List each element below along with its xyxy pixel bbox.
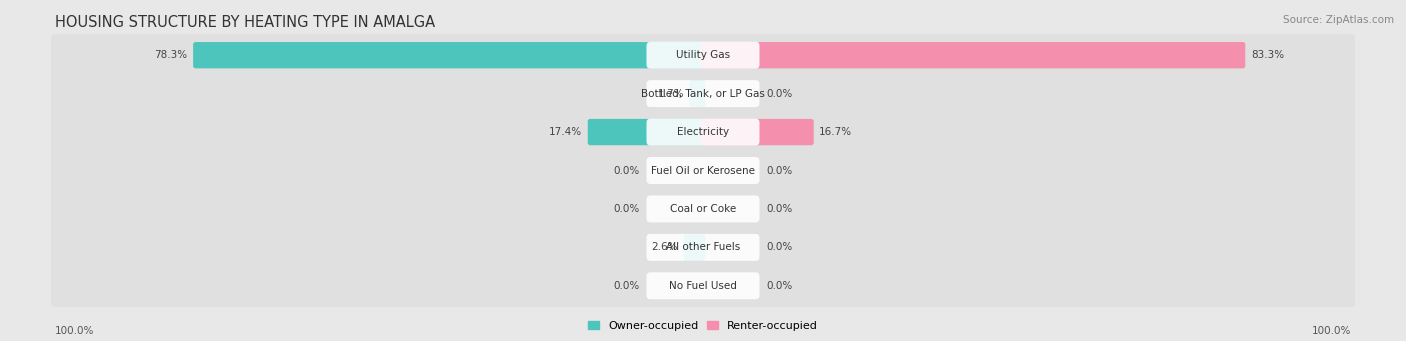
Text: 2.6%: 2.6% (651, 242, 678, 252)
FancyBboxPatch shape (51, 34, 1355, 76)
Text: Source: ZipAtlas.com: Source: ZipAtlas.com (1282, 15, 1393, 25)
FancyBboxPatch shape (51, 265, 1355, 307)
Text: 0.0%: 0.0% (614, 281, 640, 291)
FancyBboxPatch shape (647, 272, 759, 299)
FancyBboxPatch shape (51, 72, 1355, 115)
Text: HOUSING STRUCTURE BY HEATING TYPE IN AMALGA: HOUSING STRUCTURE BY HEATING TYPE IN AMA… (55, 15, 434, 30)
FancyBboxPatch shape (51, 226, 1355, 269)
FancyBboxPatch shape (647, 80, 759, 107)
FancyBboxPatch shape (647, 42, 759, 69)
Text: Utility Gas: Utility Gas (676, 50, 730, 60)
Text: 0.0%: 0.0% (766, 165, 792, 176)
FancyBboxPatch shape (193, 42, 706, 69)
Text: Electricity: Electricity (676, 127, 730, 137)
FancyBboxPatch shape (51, 149, 1355, 192)
Text: 1.7%: 1.7% (658, 89, 683, 99)
FancyBboxPatch shape (700, 119, 814, 145)
Text: 0.0%: 0.0% (614, 165, 640, 176)
FancyBboxPatch shape (51, 188, 1355, 230)
Text: 100.0%: 100.0% (1312, 326, 1351, 336)
Text: 0.0%: 0.0% (766, 281, 792, 291)
FancyBboxPatch shape (51, 111, 1355, 153)
FancyBboxPatch shape (647, 234, 759, 261)
Text: Bottled, Tank, or LP Gas: Bottled, Tank, or LP Gas (641, 89, 765, 99)
Text: 0.0%: 0.0% (614, 204, 640, 214)
FancyBboxPatch shape (689, 80, 706, 107)
FancyBboxPatch shape (683, 234, 706, 261)
Text: 78.3%: 78.3% (155, 50, 187, 60)
FancyBboxPatch shape (700, 42, 1246, 69)
Text: 100.0%: 100.0% (55, 326, 94, 336)
Text: 16.7%: 16.7% (820, 127, 852, 137)
FancyBboxPatch shape (647, 157, 759, 184)
Text: 83.3%: 83.3% (1251, 50, 1284, 60)
Text: No Fuel Used: No Fuel Used (669, 281, 737, 291)
FancyBboxPatch shape (588, 119, 706, 145)
Text: Fuel Oil or Kerosene: Fuel Oil or Kerosene (651, 165, 755, 176)
Legend: Owner-occupied, Renter-occupied: Owner-occupied, Renter-occupied (583, 316, 823, 336)
Text: 0.0%: 0.0% (766, 89, 792, 99)
FancyBboxPatch shape (647, 119, 759, 146)
Text: All other Fuels: All other Fuels (666, 242, 740, 252)
Text: 0.0%: 0.0% (766, 242, 792, 252)
Text: 0.0%: 0.0% (766, 204, 792, 214)
FancyBboxPatch shape (647, 195, 759, 222)
Text: Coal or Coke: Coal or Coke (669, 204, 737, 214)
Text: 17.4%: 17.4% (550, 127, 582, 137)
